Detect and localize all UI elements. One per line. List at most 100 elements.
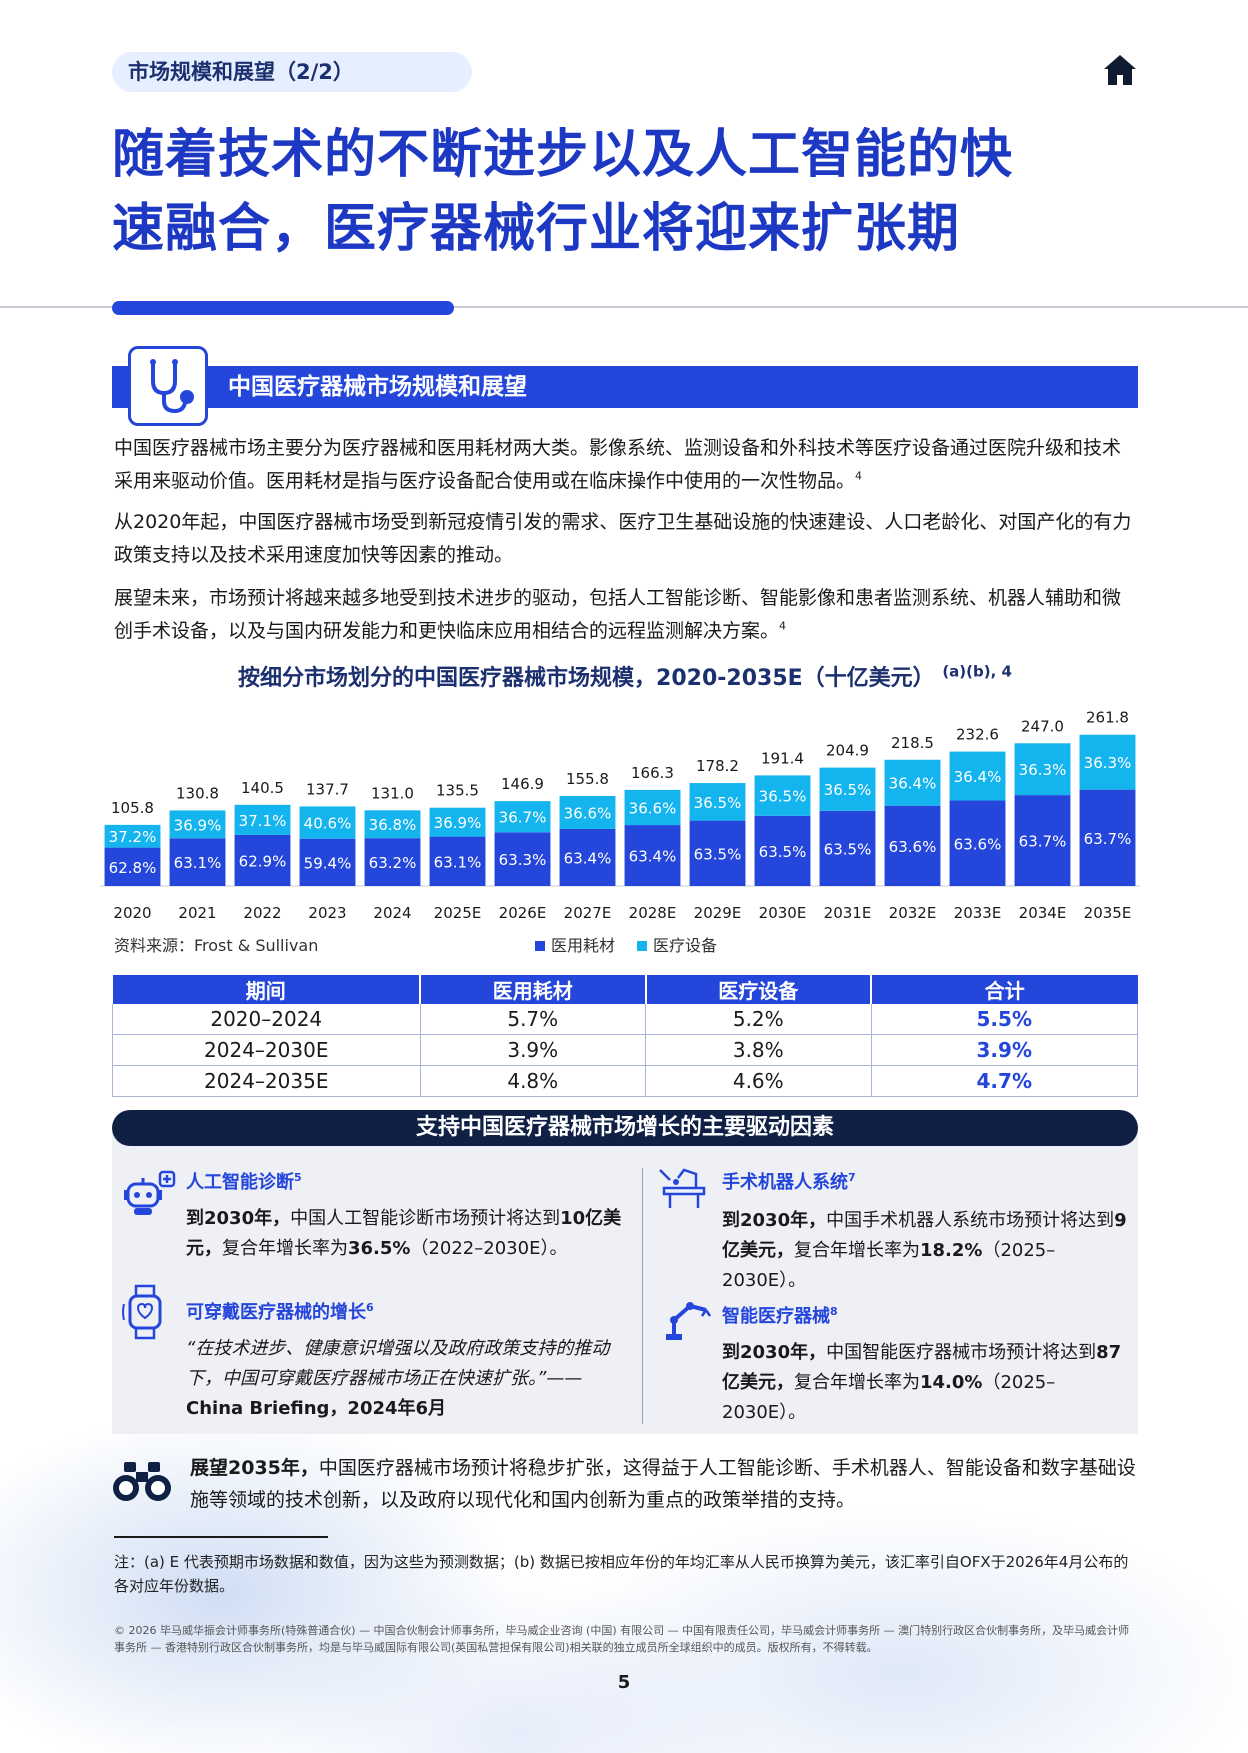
label-consumables-share: 63.4% (629, 848, 677, 866)
label-consumables-share: 63.1% (434, 853, 482, 871)
label-equipment-share: 37.1% (239, 812, 287, 830)
chart-source: 资料来源：Frost & Sullivan (114, 936, 319, 955)
table-row: 2024–2035E 4.8% 4.6% 4.7% (112, 1065, 1138, 1097)
label-consumables-share: 59.4% (304, 854, 352, 872)
header-period: 期间 (112, 975, 421, 1004)
label-consumables-share: 62.9% (239, 852, 287, 870)
bar-equipment (234, 804, 291, 835)
label-equipment-share: 36.6% (564, 804, 612, 822)
driver-smart-text: 到2030年，中国智能医疗器械市场预计将达到87亿美元，复合年增长率为14.0%… (722, 1342, 1122, 1423)
label-equipment-share: 36.4% (889, 775, 937, 793)
bar-equipment (624, 789, 681, 826)
label-equipment-share: 36.9% (174, 816, 222, 834)
smartwatch-icon (122, 1284, 172, 1344)
driver-robot-text: 到2030年，中国手术机器人系统市场预计将达到9亿美元，复合年增长率为18.2%… (722, 1210, 1127, 1291)
x-tick-label: 2021 (178, 904, 216, 922)
drivers-title: 支持中国医疗器械市场增长的主要驱动因素 (112, 1110, 1138, 1146)
label-consumables-share: 63.1% (174, 854, 222, 872)
label-equipment-share: 36.4% (954, 768, 1002, 786)
label-consumables-share: 62.8% (109, 859, 157, 877)
legend-item-consumables: 医用耗材 (535, 932, 615, 956)
home-icon[interactable] (1100, 50, 1140, 90)
bar-equipment (104, 824, 161, 848)
bar-equipment (169, 810, 226, 839)
bar-equipment (689, 783, 746, 821)
header-divider (0, 306, 1248, 308)
x-tick-label: 2035E (1084, 904, 1132, 922)
bar-consumables (884, 805, 941, 886)
outlook-text: 展望2035年，中国医疗器械市场预计将稳步扩张，这得益于人工智能诊断、手术机器人… (190, 1457, 1136, 1511)
cell-total: 4.7% (871, 1065, 1138, 1097)
cell-consumables: 5.7% (420, 1004, 646, 1035)
x-tick-label: 2034E (1019, 904, 1067, 922)
bar-equipment (949, 751, 1006, 801)
cell-consumables: 3.9% (420, 1034, 646, 1066)
x-tick-label: 2030E (759, 904, 807, 922)
table-row: 2020–2024 5.7% 5.2% 5.5% (112, 1004, 1138, 1035)
paragraph-1: 中国医疗器械市场主要分为医疗器械和医用耗材两大类。影像系统、监测设备和外科技术等… (114, 437, 1122, 492)
x-tick-label: 2029E (694, 904, 742, 922)
stacked-bar-chart: 62.8% 37.2% 105.8 2020 63.1% 36.9% 130.8 2021 62… (100, 709, 1140, 922)
label-total: 232.6 (956, 726, 999, 744)
chart-legend: 医用耗材 医疗设备 (535, 932, 717, 956)
bar-consumables (104, 847, 161, 886)
cell-period: 2024–2030E (112, 1034, 421, 1066)
bar-consumables (624, 825, 681, 886)
label-equipment-share: 36.5% (694, 794, 742, 812)
bar-consumables (429, 836, 486, 886)
label-consumables-share: 63.3% (499, 851, 547, 869)
driver-robot-title: 手术机器人系统7 (722, 1171, 856, 1193)
legend-item-equipment: 医疗设备 (637, 932, 717, 956)
x-tick-label: 2033E (954, 904, 1002, 922)
x-tick-label: 2032E (889, 904, 937, 922)
label-equipment-share: 37.2% (109, 828, 157, 846)
label-total: 261.8 (1086, 709, 1129, 727)
cell-equipment: 3.8% (645, 1034, 872, 1066)
cell-total: 3.9% (871, 1034, 1138, 1066)
label-equipment-share: 36.3% (1019, 761, 1067, 779)
label-consumables-share: 63.4% (564, 849, 612, 867)
driver-wearable-title: 可穿戴医疗器械的增长6 (186, 1301, 374, 1323)
binoculars-icon (110, 1458, 174, 1508)
bar-equipment (429, 807, 486, 837)
label-total: 146.9 (501, 775, 544, 793)
label-total: 218.5 (891, 734, 934, 752)
section-title: 中国医疗器械市场规模和展望 (112, 366, 1138, 408)
bar-consumables (1014, 795, 1071, 886)
bar-equipment (884, 759, 941, 806)
label-consumables-share: 63.5% (694, 845, 742, 863)
x-tick-label: 2023 (308, 904, 346, 922)
header-consumables: 医用耗材 (420, 975, 647, 1004)
x-tick-label: 2031E (824, 904, 872, 922)
drivers-panel (112, 1132, 1138, 1434)
x-tick-label: 2022 (243, 904, 281, 922)
label-total: 247.0 (1021, 717, 1064, 735)
label-equipment-share: 36.9% (434, 814, 482, 832)
chart-title: 按细分市场划分的中国医疗器械市场规模，2020-2035E（十亿美元） (a)(… (238, 662, 1012, 691)
cell-equipment: 5.2% (645, 1004, 872, 1035)
bar-equipment (299, 806, 356, 839)
copyright-text: © 2026 毕马威华振会计师事务所(特殊普通合伙) — 中国合伙制会计师事务所… (114, 1624, 1130, 1654)
ai-robot-icon (122, 1168, 178, 1222)
label-equipment-share: 36.8% (369, 816, 417, 834)
bar-consumables (559, 828, 616, 886)
table-header-row: 期间 医用耗材 医疗设备 合计 (112, 975, 1138, 1004)
bar-equipment (364, 810, 421, 839)
table-row: 2024–2030E 3.9% 3.8% 3.9% (112, 1034, 1138, 1066)
label-total: 178.2 (696, 757, 739, 775)
bar-consumables (689, 820, 746, 886)
label-consumables-share: 63.5% (824, 840, 872, 858)
breadcrumb: 市场规模和展望（2/2） (112, 52, 472, 92)
driver-smart-title: 智能医疗器械8 (722, 1305, 838, 1327)
bar-equipment (819, 767, 876, 811)
cell-consumables: 4.8% (420, 1065, 646, 1097)
label-total: 137.7 (306, 780, 349, 798)
surgical-robot-icon (656, 1166, 712, 1216)
bar-consumables (819, 810, 876, 886)
x-tick-label: 2020 (113, 904, 151, 922)
label-total: 140.5 (241, 779, 284, 797)
x-tick-label: 2027E (564, 904, 612, 922)
cagr-table: 期间 医用耗材 医疗设备 合计 2020–2024 5.7% 5.2% 5.5%… (112, 975, 1138, 1097)
paragraph-3: 展望未来，市场预计将越来越多地受到技术进步的驱动，包括人工智能诊断、智能影像和患… (114, 587, 1122, 642)
notes-divider (114, 1536, 328, 1538)
